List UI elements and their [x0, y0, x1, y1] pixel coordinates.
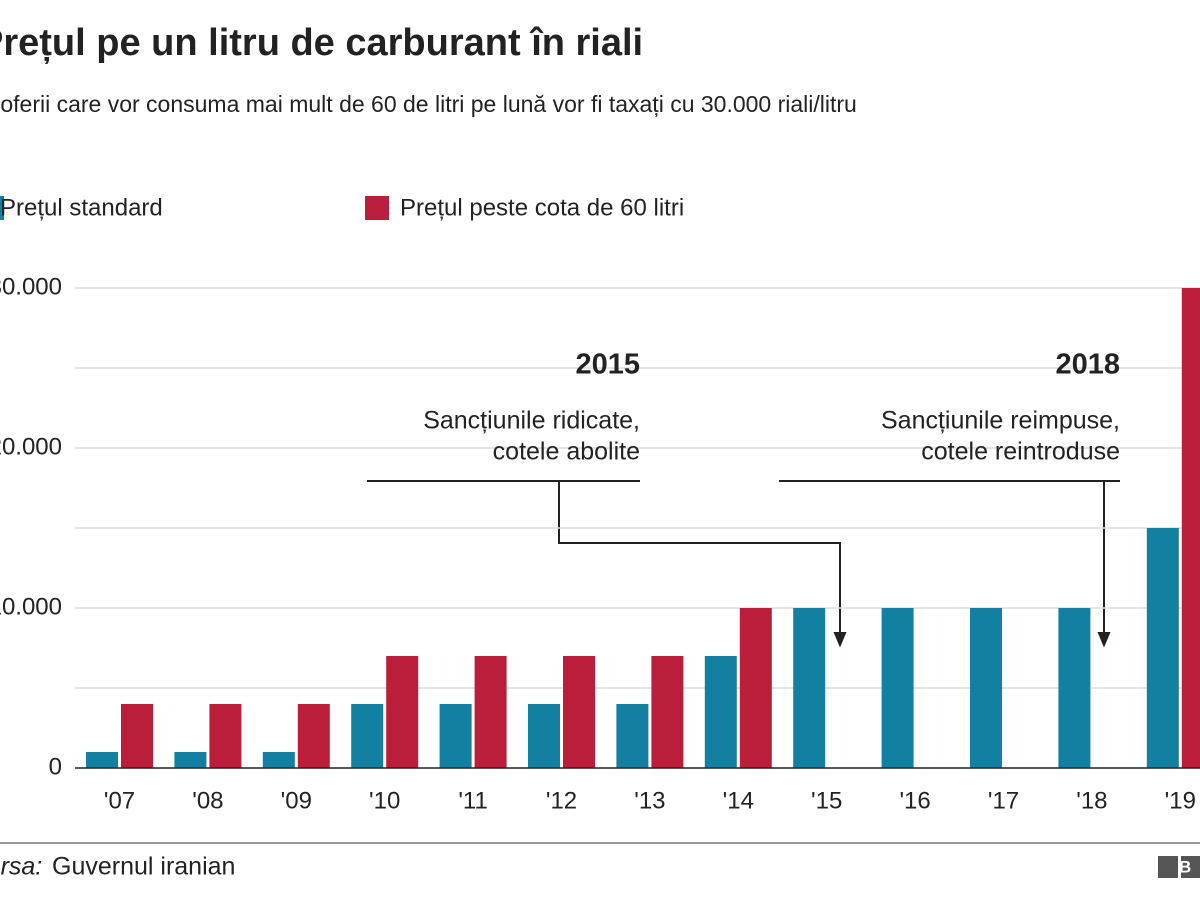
bar [297, 704, 330, 768]
bar [704, 656, 737, 768]
x-tick-label: '08 [192, 787, 223, 814]
bar [262, 752, 295, 768]
bar [386, 656, 419, 768]
y-tick-label: 10.000 [0, 593, 62, 620]
source-label: Sursa: [0, 853, 42, 881]
bar [1058, 608, 1091, 768]
bar [616, 704, 649, 768]
x-tick-label: '14 [723, 787, 754, 814]
bar [563, 656, 595, 768]
y-tick-label: 0 [49, 753, 62, 780]
bar [881, 608, 914, 768]
legend-swatch [365, 196, 389, 220]
annotation-text: Sancțiunile reimpuse, [881, 407, 1120, 435]
annotation-year: 2015 [575, 349, 640, 381]
x-tick-label: '10 [369, 787, 400, 814]
bar [351, 704, 384, 768]
annotation-text: cotele reintroduse [921, 438, 1120, 466]
bar [474, 656, 507, 768]
annotation-lines [367, 480, 1120, 648]
x-tick-label: '07 [104, 787, 135, 814]
bar [121, 704, 153, 768]
x-tick-label: '19 [1165, 787, 1196, 814]
logo: BBC [1158, 856, 1200, 878]
x-tick-label: '17 [988, 787, 1019, 814]
bar [1146, 528, 1179, 768]
x-tick-label: '11 [458, 787, 488, 814]
logo-text: BBC [1179, 857, 1200, 876]
chart-subtitle: Șoferii care vor consuma mai mult de 60 … [0, 91, 857, 117]
x-tick-label: '15 [811, 787, 842, 814]
y-tick-label: 30.000 [0, 273, 62, 300]
bar [651, 656, 684, 768]
y-tick-label: 20.000 [0, 433, 62, 460]
annotation-year: 2018 [1055, 349, 1120, 381]
legend-label: Prețul standard [0, 194, 163, 221]
source: Guvernul iranian [52, 853, 235, 881]
bar [793, 608, 826, 768]
annotation-text: Sancțiunile ridicate, [423, 407, 640, 435]
bar [86, 752, 118, 768]
bar [209, 704, 242, 768]
x-tick-label: '09 [281, 787, 312, 814]
bar [439, 704, 472, 768]
bar [739, 608, 772, 768]
bar [174, 752, 207, 768]
chart-title: Prețul pe un litru de carburant în riali [0, 22, 643, 64]
legend-label: Prețul peste cota de 60 litri [400, 194, 684, 221]
annotation-text: cotele abolite [493, 438, 640, 466]
bar [970, 608, 1002, 768]
x-tick-label: '13 [634, 787, 665, 814]
legend-swatch [0, 196, 4, 220]
x-tick-label: '12 [546, 787, 577, 814]
bar [1181, 288, 1200, 768]
bar [528, 704, 560, 768]
x-tick-label: '16 [899, 787, 930, 814]
x-tick-label: '18 [1076, 787, 1107, 814]
